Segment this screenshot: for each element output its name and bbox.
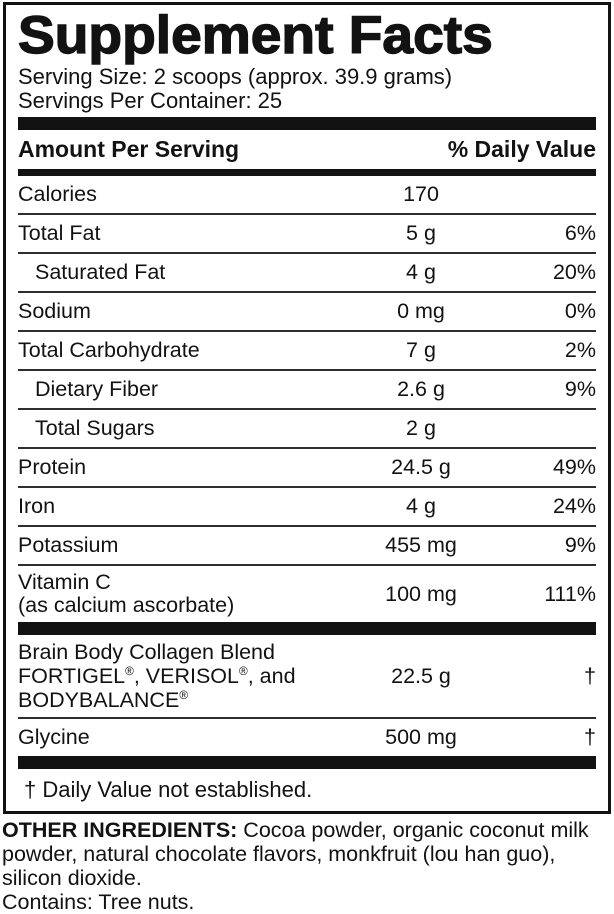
other-ingredients-label: OTHER INGREDIENTS:: [2, 818, 238, 842]
table-row-sodium: Sodium 0 mg 0%: [18, 291, 596, 330]
nutrient-amount: 2 g: [406, 416, 436, 440]
nutrient-name: Potassium: [18, 533, 119, 557]
nutrient-name: Total Sugars: [35, 416, 155, 440]
thick-divider-bar: [18, 756, 596, 769]
nutrient-amount: 4 g: [406, 494, 436, 518]
nutrient-amount: 170: [403, 182, 439, 206]
nutrient-daily-value: 2%: [564, 338, 596, 362]
table-row-dietary-fiber: Dietary Fiber 2.6 g 9%: [18, 369, 596, 408]
panel-title: Supplement Facts: [17, 6, 493, 65]
nutrient-name: Total Carbohydrate: [18, 338, 200, 362]
other-ingredients-text: Cocoa powder, organic coconut milk powde…: [2, 818, 589, 890]
nutrient-daily-value: 9%: [564, 533, 596, 557]
nutrient-name-line3: BODYBALANCE®: [18, 687, 189, 712]
nutrient-name: Calories: [18, 182, 97, 206]
nutrient-name: Glycine: [18, 725, 90, 749]
serving-size-line: Serving Size: 2 scoops (approx. 39.9 gra…: [18, 64, 453, 89]
table-row-iron: Iron 4 g 24%: [18, 486, 596, 525]
medium-divider-bar: [18, 169, 596, 176]
thick-divider-bar: [18, 117, 596, 130]
table-row-vitamin-c: Vitamin C (as calcium ascorbate) 100 mg …: [18, 564, 596, 622]
other-ingredients-section: OTHER INGREDIENTS: Cocoa powder, organic…: [0, 814, 614, 914]
nutrient-name: Total Fat: [18, 221, 101, 245]
nutrient-name: Iron: [18, 494, 56, 518]
nutrient-name-line1: Brain Body Collagen Blend: [18, 640, 275, 664]
table-row-total-fat: Total Fat 5 g 6%: [18, 213, 596, 252]
table-row-calories: Calories 170: [18, 176, 596, 213]
nutrient-amount: 500 mg: [385, 725, 457, 749]
nutrient-amount: 2.6 g: [397, 377, 445, 401]
nutrient-name: Vitamin C (as calcium ascorbate): [18, 571, 346, 617]
nutrient-name: Saturated Fat: [35, 260, 166, 284]
thick-divider-bar: [18, 622, 596, 635]
nutrient-daily-value: 20%: [552, 260, 596, 284]
table-row-potassium: Potassium 455 mg 9%: [18, 525, 596, 564]
nutrient-daily-value-dagger: †: [584, 725, 596, 749]
contains-statement: Contains: Tree nuts.: [2, 890, 195, 914]
table-row-total-sugars: Total Sugars 2 g: [18, 408, 596, 447]
daily-value-footnote: † Daily Value not established.: [24, 777, 313, 802]
nutrient-amount: 7 g: [406, 338, 436, 362]
nutrient-amount: 22.5 g: [391, 664, 451, 688]
table-row-total-carbohydrate: Total Carbohydrate 7 g 2%: [18, 330, 596, 369]
supplement-facts-panel: Supplement Facts Serving Size: 2 scoops …: [3, 2, 611, 814]
nutrient-amount: 100 mg: [385, 581, 457, 606]
nutrient-daily-value: 24%: [552, 494, 596, 518]
table-row-saturated-fat: Saturated Fat 4 g 20%: [18, 252, 596, 291]
column-header-row: Amount Per Serving % Daily Value: [18, 130, 596, 169]
nutrient-daily-value: 9%: [564, 377, 596, 401]
nutrient-name: Protein: [18, 455, 87, 479]
nutrient-daily-value: 49%: [552, 455, 596, 479]
table-row-protein: Protein 24.5 g 49%: [18, 447, 596, 486]
nutrient-daily-value-dagger: †: [584, 664, 596, 688]
nutrient-daily-value: 0%: [564, 299, 596, 323]
amount-per-serving-header: Amount Per Serving: [18, 136, 240, 162]
nutrient-amount: 0 mg: [397, 299, 445, 323]
nutrient-name: Dietary Fiber: [35, 377, 159, 401]
table-row-glycine: Glycine 500 mg †: [18, 717, 596, 756]
table-row-collagen-blend: Brain Body Collagen Blend FORTIGEL®, VER…: [18, 635, 596, 717]
nutrient-amount: 4 g: [406, 260, 436, 284]
daily-value-header: % Daily Value: [447, 136, 596, 162]
nutrient-amount: 24.5 g: [391, 455, 451, 479]
nutrient-amount: 455 mg: [385, 533, 457, 557]
nutrient-daily-value: 111%: [544, 581, 596, 606]
nutrient-name: Sodium: [18, 299, 91, 323]
nutrient-name-line1: Vitamin C: [18, 570, 111, 594]
servings-per-container-line: Servings Per Container: 25: [18, 88, 283, 113]
nutrient-daily-value: 6%: [564, 221, 596, 245]
nutrient-amount: 5 g: [406, 221, 436, 245]
nutrient-name-line2: FORTIGEL®, VERISOL®, and: [18, 663, 296, 688]
nutrient-name-line2: (as calcium ascorbate): [18, 593, 235, 617]
nutrient-name: Brain Body Collagen Blend FORTIGEL®, VER…: [18, 640, 346, 712]
